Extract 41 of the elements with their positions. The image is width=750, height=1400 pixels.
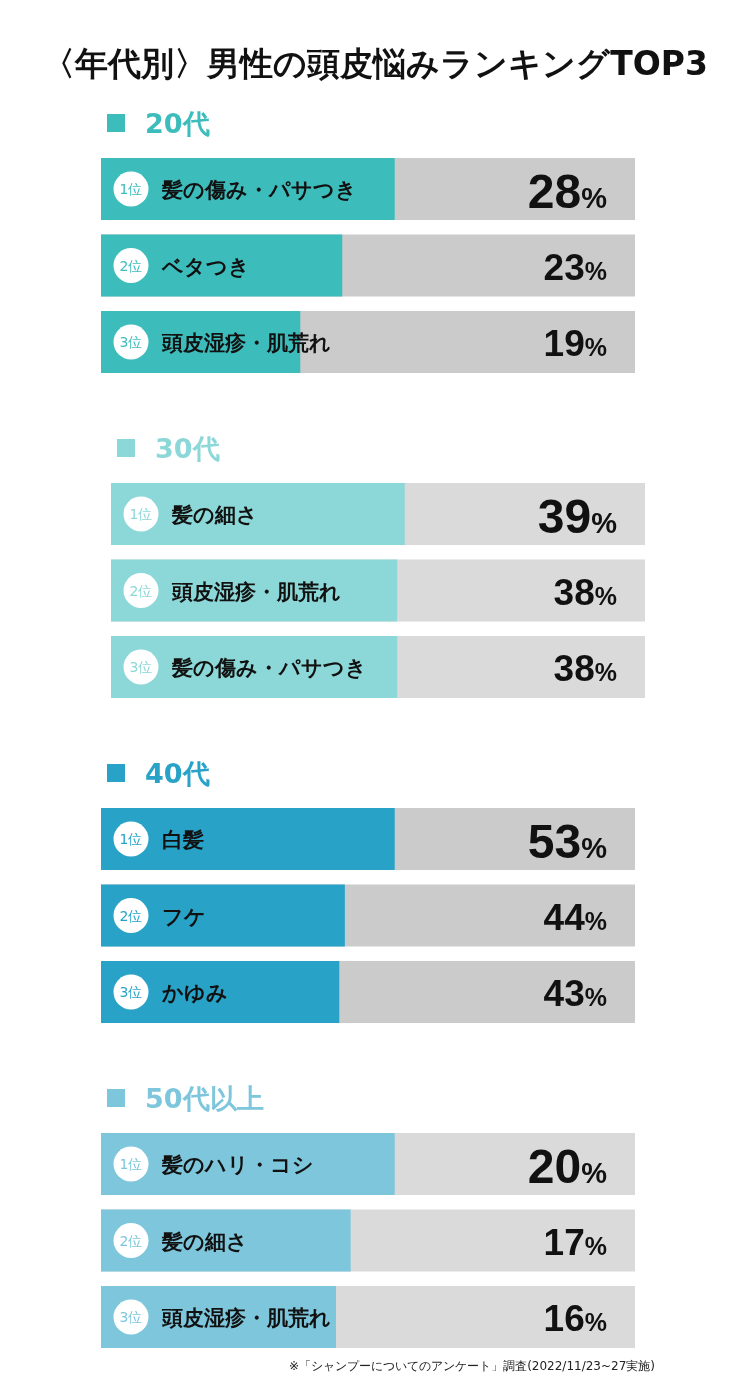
value-label: 38%: [553, 571, 617, 613]
value-label: 39%: [537, 490, 617, 543]
legend-label: 20代: [145, 108, 210, 139]
value-label: 53%: [527, 815, 607, 868]
category-label: 白髪: [162, 828, 204, 852]
annotation: 1位: [119, 181, 143, 197]
category-label: 頭皮湿疹・肌荒れ: [172, 579, 341, 604]
category-label: 頭皮湿疹・肌荒れ: [162, 1306, 331, 1330]
value-label: 17%: [543, 1221, 607, 1263]
value-label: 16%: [543, 1298, 607, 1339]
legend-label: 40代: [145, 758, 210, 789]
legend-label: 30代: [155, 433, 220, 464]
title: 〈年代別〉男性の頭皮悩みランキングTOP3: [42, 44, 708, 83]
value-label: 23%: [543, 246, 607, 288]
category-label: 髪のハリ・コシ: [162, 1153, 314, 1177]
category-label: かゆみ: [162, 981, 228, 1005]
annotation: 1位: [119, 1156, 143, 1172]
category-label: フケ: [162, 904, 206, 929]
annotation: ※「シャンプーについてのアンケート」調査(2022/11/23~27実施): [289, 1359, 655, 1373]
annotation: 3位: [119, 984, 143, 1000]
value-label: 19%: [543, 323, 607, 364]
annotation: 2位: [119, 257, 143, 274]
category-label: ベタつき: [162, 254, 250, 279]
annotation: 2位: [119, 1232, 143, 1249]
annotation: 3位: [119, 334, 143, 350]
annotation: 1位: [119, 831, 143, 847]
category-label: 髪の傷み・パサつき: [172, 656, 367, 680]
annotation: 2位: [129, 582, 153, 599]
category-label: 髪の傷み・パサつき: [162, 178, 357, 202]
category-label: 髪の細さ: [172, 503, 258, 527]
value-label: 43%: [543, 973, 607, 1014]
category-label: 髪の細さ: [162, 1229, 248, 1254]
value-label: 38%: [553, 648, 617, 689]
legend-label: 50代以上: [145, 1083, 264, 1114]
annotation: 3位: [119, 1309, 143, 1325]
annotation: 3位: [129, 659, 153, 675]
value-label: 28%: [527, 165, 607, 218]
annotation: 2位: [119, 907, 143, 924]
annotation: 1位: [129, 506, 153, 522]
value-label: 44%: [543, 896, 607, 938]
value-label: 20%: [527, 1140, 607, 1193]
